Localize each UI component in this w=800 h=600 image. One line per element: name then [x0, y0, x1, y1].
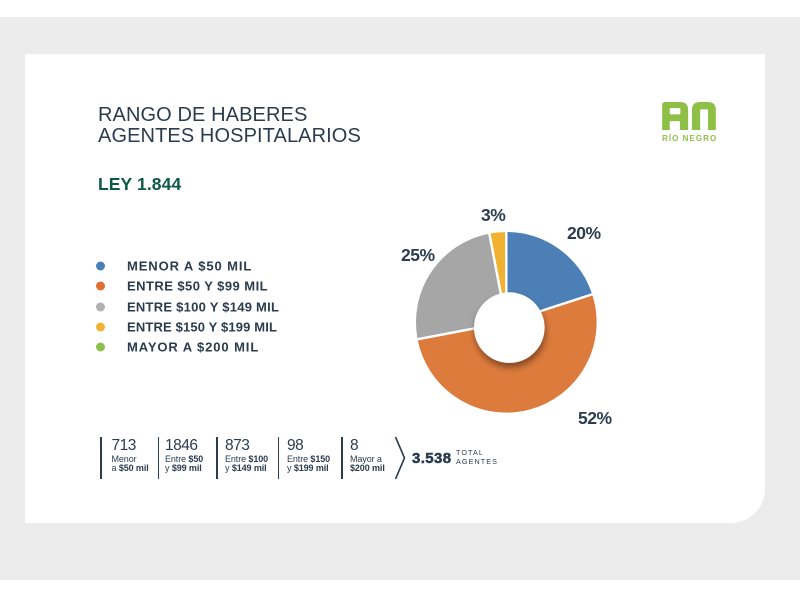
stats-row: 713 Menor a $50 mil 1846 Entre $50 y $99 m…	[25, 54, 765, 523]
total-value: 3.538	[412, 450, 452, 468]
stat-desc: Entre $50 y $99 mil	[165, 454, 204, 473]
slide-card: RANGO DE HABERES AGENTES HOSPITALARIOS L…	[25, 54, 765, 523]
stat-col-1: 1846 Entre $50 y $99 mil	[165, 437, 204, 473]
pct-label-52: 52%	[578, 408, 612, 428]
title-line-2: AGENTES HOSPITALARIOS	[98, 125, 361, 147]
stat-value: 873	[225, 437, 250, 454]
stat-desc: Menor a $50 mil	[111, 454, 149, 473]
stat-divider	[157, 437, 159, 479]
legend-dot-blue	[96, 261, 105, 271]
page-title: RANGO DE HABERES AGENTES HOSPITALARIOS	[98, 105, 361, 147]
legend-label: ENTRE $150 Y $199 MIL	[127, 319, 278, 335]
stat-desc: Mayor a $200 mil	[350, 454, 385, 473]
stat-col-3: 98 Entre $150 y $199 mil	[287, 437, 331, 473]
rn-logo-wordmark: RÍO NEGRO	[662, 134, 718, 143]
stat-col-0: 713 Menor a $50 mil	[111, 437, 149, 473]
stat-col-4: 8 Mayor a $200 mil	[350, 437, 385, 473]
stat-divider	[216, 437, 218, 479]
stat-col-2: 873 Entre $100 y $149 mil	[225, 437, 269, 473]
legend-label: ENTRE $50 Y $99 MIL	[127, 278, 269, 294]
legend-dot-green	[96, 342, 105, 352]
legend-label: ENTRE $100 Y $149 MIL	[127, 299, 280, 315]
legend-dot-orange	[96, 281, 105, 291]
pct-label-20: 20%	[567, 223, 601, 243]
rio-negro-logo	[662, 102, 716, 130]
total-label: TOTAL AGENTES	[456, 448, 499, 466]
legend-label: MENOR A $50 MIL	[127, 258, 253, 274]
stat-desc: Entre $100 y $149 mil	[225, 454, 269, 473]
law-subtitle: LEY 1.844	[98, 174, 182, 194]
stat-value: 98	[287, 437, 304, 454]
donut-hole	[474, 292, 545, 363]
stat-desc: Entre $150 y $199 mil	[287, 454, 331, 473]
pct-label-3: 3%	[481, 205, 506, 225]
stat-divider	[277, 437, 279, 479]
legend-label: MAYOR A $200 MIL	[127, 339, 260, 355]
stat-value: 1846	[165, 437, 198, 454]
stat-divider	[100, 437, 102, 479]
legend-dot-yellow	[96, 322, 105, 332]
stat-value: 8	[350, 437, 359, 454]
pct-label-25: 25%	[401, 245, 435, 265]
rn-logo-counters	[669, 108, 709, 130]
title-line-1: RANGO DE HABERES	[98, 104, 308, 126]
stat-divider	[341, 437, 343, 479]
total-chevron-icon	[394, 436, 406, 480]
donut-chart	[413, 229, 599, 415]
legend-dot-gray	[96, 302, 105, 312]
stat-value: 713	[111, 437, 137, 454]
